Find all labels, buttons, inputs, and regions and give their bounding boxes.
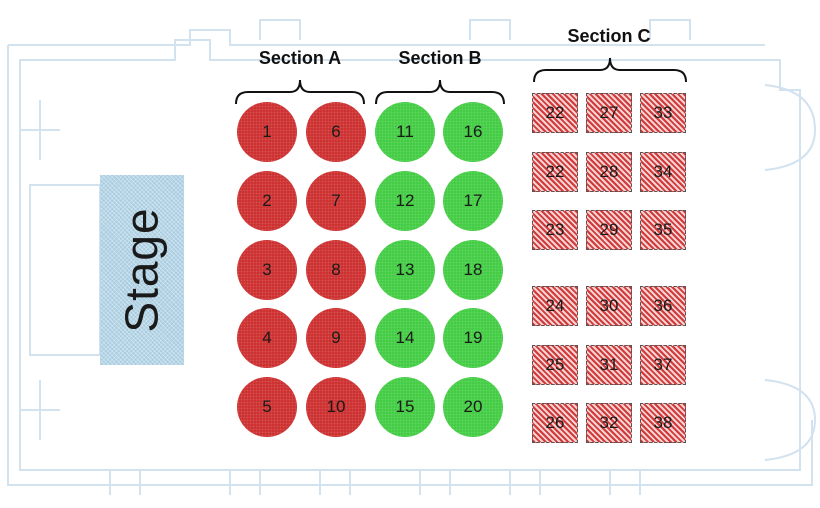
seat-5[interactable]: 5 bbox=[237, 377, 297, 437]
seat-22[interactable]: 22 bbox=[532, 152, 578, 192]
seat-28[interactable]: 28 bbox=[586, 152, 632, 192]
section-b-brace bbox=[375, 79, 505, 105]
seat-9[interactable]: 9 bbox=[306, 308, 366, 368]
seat-17[interactable]: 17 bbox=[443, 171, 503, 231]
section-b-label: Section B bbox=[398, 48, 482, 68]
seat-30[interactable]: 30 bbox=[586, 286, 632, 326]
section-a-brace bbox=[235, 79, 365, 105]
seat-29[interactable]: 29 bbox=[586, 210, 632, 250]
seat-1[interactable]: 1 bbox=[237, 102, 297, 162]
seat-18[interactable]: 18 bbox=[443, 240, 503, 300]
seat-31[interactable]: 31 bbox=[586, 345, 632, 385]
seat-23[interactable]: 23 bbox=[532, 210, 578, 250]
seat-38[interactable]: 38 bbox=[640, 403, 686, 443]
seat-34[interactable]: 34 bbox=[640, 152, 686, 192]
seat-13[interactable]: 13 bbox=[375, 240, 435, 300]
seat-6[interactable]: 6 bbox=[306, 102, 366, 162]
seat-22[interactable]: 22 bbox=[532, 93, 578, 133]
section-a-label: Section A bbox=[258, 48, 342, 68]
seat-24[interactable]: 24 bbox=[532, 286, 578, 326]
seat-37[interactable]: 37 bbox=[640, 345, 686, 385]
seat-10[interactable]: 10 bbox=[306, 377, 366, 437]
seat-35[interactable]: 35 bbox=[640, 210, 686, 250]
seat-15[interactable]: 15 bbox=[375, 377, 435, 437]
seat-12[interactable]: 12 bbox=[375, 171, 435, 231]
section-c-brace bbox=[533, 57, 687, 83]
stage: Stage bbox=[100, 175, 184, 365]
seat-26[interactable]: 26 bbox=[532, 403, 578, 443]
seat-25[interactable]: 25 bbox=[532, 345, 578, 385]
seat-11[interactable]: 11 bbox=[375, 102, 435, 162]
seat-19[interactable]: 19 bbox=[443, 308, 503, 368]
seat-27[interactable]: 27 bbox=[586, 93, 632, 133]
stage-label: Stage bbox=[116, 207, 168, 333]
seat-33[interactable]: 33 bbox=[640, 93, 686, 133]
seat-20[interactable]: 20 bbox=[443, 377, 503, 437]
seat-7[interactable]: 7 bbox=[306, 171, 366, 231]
seat-32[interactable]: 32 bbox=[586, 403, 632, 443]
seat-8[interactable]: 8 bbox=[306, 240, 366, 300]
seat-3[interactable]: 3 bbox=[237, 240, 297, 300]
seat-36[interactable]: 36 bbox=[640, 286, 686, 326]
section-c-label: Section C bbox=[567, 26, 651, 46]
seat-4[interactable]: 4 bbox=[237, 308, 297, 368]
seat-2[interactable]: 2 bbox=[237, 171, 297, 231]
seat-14[interactable]: 14 bbox=[375, 308, 435, 368]
seat-16[interactable]: 16 bbox=[443, 102, 503, 162]
